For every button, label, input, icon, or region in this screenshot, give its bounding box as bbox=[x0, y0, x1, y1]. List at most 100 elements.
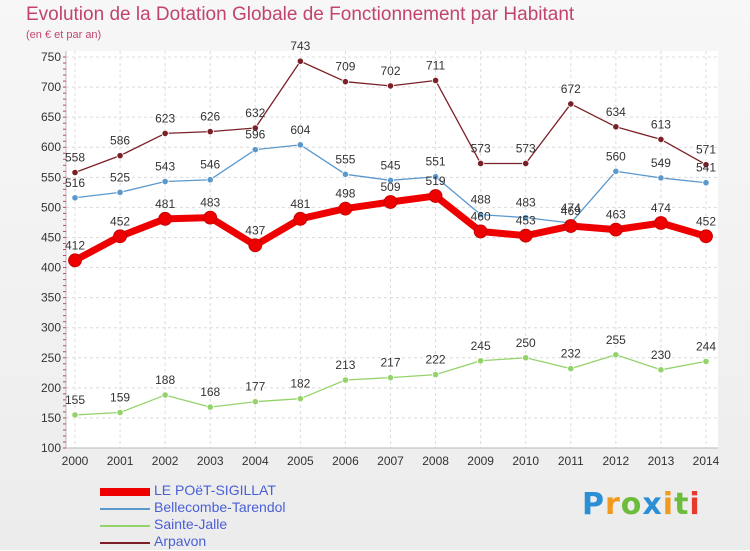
data-label: 545 bbox=[380, 158, 400, 172]
data-label: 516 bbox=[65, 176, 85, 190]
data-point bbox=[477, 159, 485, 168]
data-label: 483 bbox=[516, 196, 536, 210]
y-tick-label: 550 bbox=[41, 170, 61, 184]
data-point bbox=[518, 228, 533, 243]
data-label: 711 bbox=[426, 58, 445, 72]
chart-title: Evolution de la Dotation Globale de Fonc… bbox=[26, 4, 575, 25]
legend-label: Sainte-Jalle bbox=[154, 516, 228, 532]
data-label: 551 bbox=[426, 155, 446, 169]
data-point bbox=[522, 354, 530, 362]
data-point bbox=[296, 395, 304, 403]
logo-letter: t bbox=[674, 487, 690, 522]
y-tick-label: 350 bbox=[41, 291, 61, 305]
data-label: 474 bbox=[561, 201, 581, 215]
x-tick-label: 2003 bbox=[197, 454, 224, 468]
y-tick-label: 450 bbox=[41, 230, 61, 244]
data-label: 463 bbox=[606, 208, 626, 222]
legend-swatch bbox=[100, 525, 150, 527]
data-point bbox=[567, 364, 575, 373]
x-tick-label: 2001 bbox=[107, 454, 134, 468]
data-point bbox=[477, 211, 485, 219]
data-point bbox=[161, 177, 169, 186]
y-tick-label: 500 bbox=[41, 200, 61, 214]
data-label: 709 bbox=[335, 60, 355, 74]
data-label: 632 bbox=[245, 106, 265, 120]
data-point bbox=[431, 173, 440, 181]
logo-letter: r bbox=[605, 487, 621, 522]
data-point bbox=[702, 161, 710, 169]
line-chart: 100 150 200 250 300 350 400 450 500 550 600 650 700 7… bbox=[41, 39, 720, 468]
data-label: 604 bbox=[290, 123, 310, 137]
data-point bbox=[116, 188, 124, 196]
data-point bbox=[563, 219, 578, 233]
y-tick-label: 700 bbox=[41, 80, 61, 94]
data-label: 213 bbox=[335, 358, 355, 372]
data-label: 573 bbox=[471, 141, 491, 155]
data-point bbox=[251, 146, 259, 154]
data-point bbox=[161, 129, 169, 138]
data-label: 222 bbox=[426, 353, 446, 367]
data-label: 452 bbox=[696, 214, 716, 228]
data-label: 474 bbox=[651, 201, 671, 215]
data-label: 481 bbox=[155, 197, 175, 211]
data-point bbox=[473, 224, 488, 239]
data-point bbox=[341, 78, 350, 86]
data-point bbox=[206, 176, 214, 184]
data-point bbox=[608, 222, 623, 237]
data-label: 460 bbox=[471, 209, 491, 223]
data-label: 543 bbox=[155, 160, 175, 174]
data-point bbox=[612, 123, 620, 131]
logo-letter: o bbox=[620, 487, 643, 522]
data-label: 250 bbox=[516, 336, 536, 350]
legend-swatch bbox=[100, 508, 150, 510]
data-label: 596 bbox=[245, 128, 265, 142]
data-label: 244 bbox=[696, 339, 716, 353]
data-point bbox=[248, 238, 263, 253]
data-point bbox=[293, 211, 308, 226]
data-label: 519 bbox=[426, 174, 446, 188]
data-label: 159 bbox=[110, 391, 130, 405]
data-point bbox=[116, 408, 124, 417]
logo-letter: i bbox=[689, 487, 701, 522]
data-point bbox=[431, 371, 440, 379]
data-label: 558 bbox=[65, 151, 85, 165]
data-point bbox=[612, 351, 620, 359]
data-label: 571 bbox=[696, 143, 716, 157]
data-label: 168 bbox=[200, 385, 220, 399]
data-label: 245 bbox=[471, 339, 491, 353]
x-tick-label: 2014 bbox=[693, 454, 720, 468]
data-label: 613 bbox=[651, 117, 671, 131]
data-point bbox=[71, 411, 79, 419]
data-point bbox=[386, 176, 395, 184]
y-tick-label: 100 bbox=[41, 441, 61, 455]
x-tick-label: 2004 bbox=[242, 454, 269, 468]
y-tick-label: 200 bbox=[41, 381, 61, 395]
data-point bbox=[654, 216, 668, 230]
data-point bbox=[158, 211, 173, 226]
data-point bbox=[251, 124, 259, 132]
data-point bbox=[657, 174, 665, 182]
chart-subtitle: (en € et par an) bbox=[26, 29, 102, 41]
data-point bbox=[431, 76, 440, 85]
x-tick-label: 2013 bbox=[648, 454, 675, 468]
x-tick-label: 2008 bbox=[422, 454, 449, 468]
legend-label: Bellecombe-Tarendol bbox=[154, 499, 286, 515]
legend-label: Arpavon bbox=[154, 533, 207, 549]
x-tick-label: 2009 bbox=[467, 454, 494, 468]
data-label: 453 bbox=[516, 214, 536, 228]
data-label: 509 bbox=[380, 180, 400, 194]
x-tick-label: 2006 bbox=[332, 454, 359, 468]
data-label: 525 bbox=[110, 170, 130, 184]
data-point bbox=[251, 398, 259, 406]
data-point bbox=[386, 82, 395, 90]
data-point bbox=[657, 135, 665, 144]
data-point bbox=[522, 214, 530, 222]
data-point bbox=[699, 229, 713, 244]
data-point bbox=[657, 366, 665, 374]
y-tick-label: 250 bbox=[41, 351, 61, 365]
data-label: 182 bbox=[290, 377, 310, 391]
data-point bbox=[341, 170, 350, 178]
data-label: 626 bbox=[200, 110, 220, 124]
data-label: 541 bbox=[696, 161, 716, 175]
